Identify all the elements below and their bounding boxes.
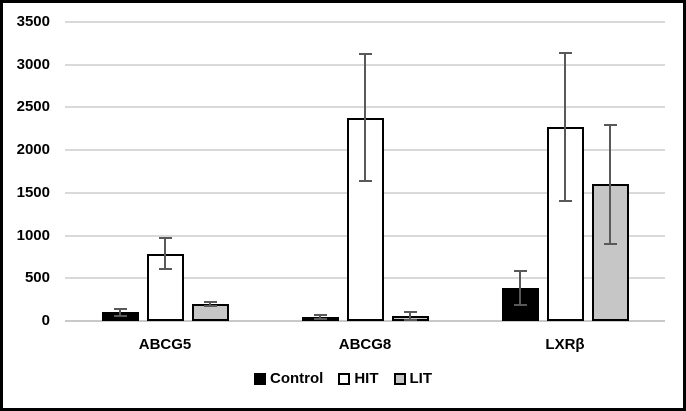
- error-bar-cap-bottom-hit-lxr-: [558, 200, 572, 203]
- legend-swatch-hit: [338, 372, 351, 385]
- legend: Control HIT LIT: [0, 370, 686, 387]
- y-tick-label-3500: 3500: [16, 13, 50, 30]
- error-bar-cap-bottom-control-lxr-: [513, 304, 527, 307]
- y-tick-label-3000: 3000: [16, 55, 50, 73]
- error-bar-line-hit-abcg5: [164, 237, 166, 270]
- error-bar-cap-top-control-abcg5: [113, 307, 127, 310]
- category-label-abcg8: ABCG8: [338, 336, 392, 353]
- error-bar-cap-bottom-lit-abcg8: [403, 319, 417, 322]
- error-bar-cap-bottom-lit-lxr-: [603, 243, 617, 246]
- gridline-3500: [65, 21, 665, 23]
- error-bar-cap-top-control-abcg8: [313, 314, 327, 317]
- error-bar-line-control-lxr-: [519, 271, 521, 306]
- y-tick-label-0: 0: [41, 312, 50, 329]
- legend-label-hit: HIT: [354, 370, 379, 387]
- error-bar-cap-bottom-hit-abcg8: [358, 179, 372, 182]
- error-bar-line-control-abcg5: [119, 308, 121, 317]
- error-bar-cap-bottom-hit-abcg5: [158, 268, 172, 271]
- y-tick-label-2500: 2500: [16, 98, 50, 116]
- gridline-0: [65, 320, 665, 322]
- error-bar-line-hit-lxr-: [564, 52, 566, 202]
- category-label-lxr-: LXRβ: [545, 336, 585, 353]
- legend-swatch-control: [254, 372, 266, 385]
- error-bar-cap-bottom-lit-abcg5: [203, 305, 217, 308]
- error-bar-cap-top-lit-abcg8: [403, 311, 417, 314]
- error-bar-cap-bottom-control-abcg5: [113, 315, 127, 318]
- error-bar-cap-top-hit-abcg8: [358, 53, 372, 56]
- error-bar-line-control-abcg8: [319, 315, 321, 319]
- error-bar-cap-top-hit-abcg5: [158, 236, 172, 239]
- error-bar-cap-top-lit-abcg5: [203, 301, 217, 304]
- y-tick-label-500: 500: [24, 269, 50, 287]
- error-bar-cap-top-lit-lxr-: [603, 123, 617, 126]
- legend-item-control: Control: [254, 370, 323, 387]
- legend-label-control: Control: [270, 370, 324, 387]
- error-bar-line-lit-lxr-: [609, 124, 611, 245]
- legend-item-hit: HIT: [338, 370, 379, 387]
- legend-item-lit: LIT: [393, 370, 433, 387]
- error-bar-cap-top-hit-lxr-: [558, 51, 572, 54]
- y-tick-label-1500: 1500: [16, 183, 50, 201]
- category-label-abcg5: ABCG5: [138, 336, 192, 353]
- error-bar-line-hit-abcg8: [364, 54, 366, 181]
- y-tick-label-1000: 1000: [16, 226, 50, 244]
- error-bar-cap-bottom-control-abcg8: [313, 317, 327, 320]
- error-bar-cap-top-control-lxr-: [513, 270, 527, 273]
- error-bar-line-lit-abcg5: [209, 302, 211, 307]
- legend-label-lit: LIT: [409, 370, 433, 387]
- error-bar-line-lit-abcg8: [409, 312, 411, 321]
- y-tick-label-2000: 2000: [16, 141, 50, 159]
- legend-swatch-lit: [393, 372, 406, 385]
